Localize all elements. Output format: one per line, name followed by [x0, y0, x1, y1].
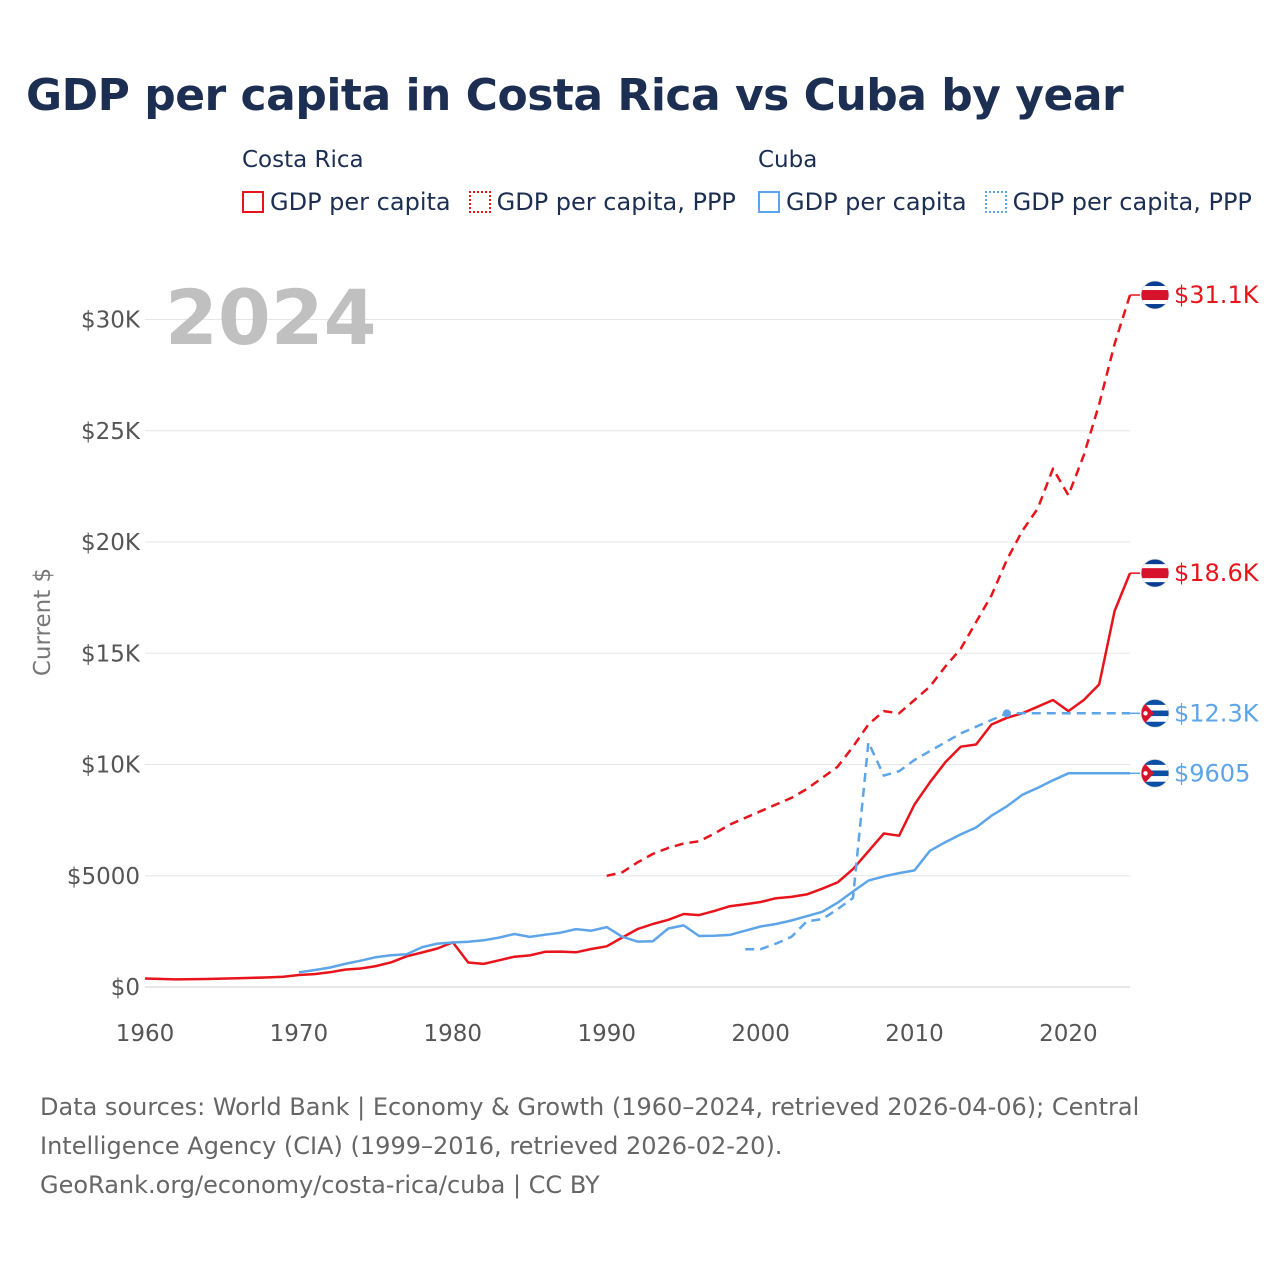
x-tick-label: 1990: [577, 1021, 636, 1047]
x-tick-label: 1980: [424, 1021, 483, 1047]
series-line[interactable]: [144, 572, 1132, 981]
series-line[interactable]: [298, 772, 1130, 974]
legend-item-costa-rica-gdp-ppp[interactable]: GDP per capita, PPP: [468, 188, 736, 216]
y-tick-label: $5000: [67, 864, 140, 890]
legend-group-costa-rica: Costa Rica GDP per capita GDP per capita…: [242, 144, 754, 216]
data-sources: Data sources: World Bank | Economy & Gro…: [40, 1093, 1140, 1160]
y-tick-label: $0: [111, 975, 140, 1001]
legend-item-costa-rica-gdp[interactable]: GDP per capita: [242, 188, 451, 216]
y-axis-label: Current $: [30, 568, 56, 676]
attribution-link[interactable]: GeoRank.org/economy/costa-rica/cuba | CC…: [40, 1171, 600, 1199]
legend-group-name: Cuba: [758, 147, 818, 173]
legend-item-label: GDP per capita, PPP: [496, 188, 736, 216]
legend-item-label: GDP per capita: [786, 188, 967, 216]
cuba-flag-icon: [1140, 698, 1170, 728]
data-point-marker[interactable]: [1002, 709, 1011, 718]
legend-item-label: GDP per capita: [270, 188, 451, 216]
legend-item-label: GDP per capita, PPP: [1012, 188, 1252, 216]
legend-item-cuba-gdp[interactable]: GDP per capita: [758, 188, 967, 216]
end-value-label: $18.6K: [1174, 559, 1260, 587]
x-tick-label: 2010: [885, 1021, 944, 1047]
legend-group-cuba: Cuba GDP per capita GDP per capita, PPP: [758, 144, 1270, 216]
legend-swatch-solid: [242, 191, 264, 213]
y-tick-label: $10K: [81, 753, 141, 779]
legend-group-name: Costa Rica: [242, 147, 364, 173]
gridlines: [145, 319, 1130, 988]
end-value-label: $9605: [1174, 759, 1250, 787]
year-label: 2024: [165, 273, 377, 362]
series-line[interactable]: [606, 294, 1132, 878]
line-chart: $0 $5000 $10K $15K $20K $25K $30K 1960 1970 1980…: [30, 273, 1260, 1047]
x-tick-label: 2000: [731, 1021, 790, 1047]
y-axis-ticks: $0 $5000 $10K $15K $20K $25K $30K: [67, 308, 141, 1002]
footer: Data sources: World Bank | Economy & Gro…: [40, 1088, 1250, 1205]
legend-swatch-dotted: [984, 191, 1007, 213]
legend-swatch-dotted: [468, 191, 491, 213]
x-tick-label: 1970: [270, 1021, 329, 1047]
end-value-label: $31.1K: [1174, 281, 1260, 309]
costa-rica-flag-icon: [1140, 280, 1170, 310]
end-labels: $31.1K $18.6K $12.3K $9605: [1130, 280, 1260, 788]
x-tick-label: 1960: [116, 1021, 175, 1047]
chart-title: GDP per capita in Costa Rica vs Cuba by …: [26, 70, 1124, 121]
legend-item-cuba-gdp-ppp[interactable]: GDP per capita, PPP: [984, 188, 1252, 216]
series-lines: [144, 294, 1132, 981]
y-tick-label: $20K: [81, 530, 141, 556]
legend-swatch-solid: [758, 191, 780, 213]
costa-rica-flag-icon: [1140, 558, 1170, 588]
y-tick-label: $25K: [81, 419, 141, 445]
y-tick-label: $30K: [81, 308, 141, 334]
end-value-label: $12.3K: [1174, 699, 1260, 727]
x-tick-label: 2020: [1039, 1021, 1098, 1047]
cuba-flag-icon: [1140, 758, 1170, 788]
series-line[interactable]: [745, 712, 1130, 951]
x-axis-ticks: 1960 1970 1980 1990 2000 2010 2020: [116, 1021, 1098, 1047]
y-tick-label: $15K: [81, 641, 141, 667]
